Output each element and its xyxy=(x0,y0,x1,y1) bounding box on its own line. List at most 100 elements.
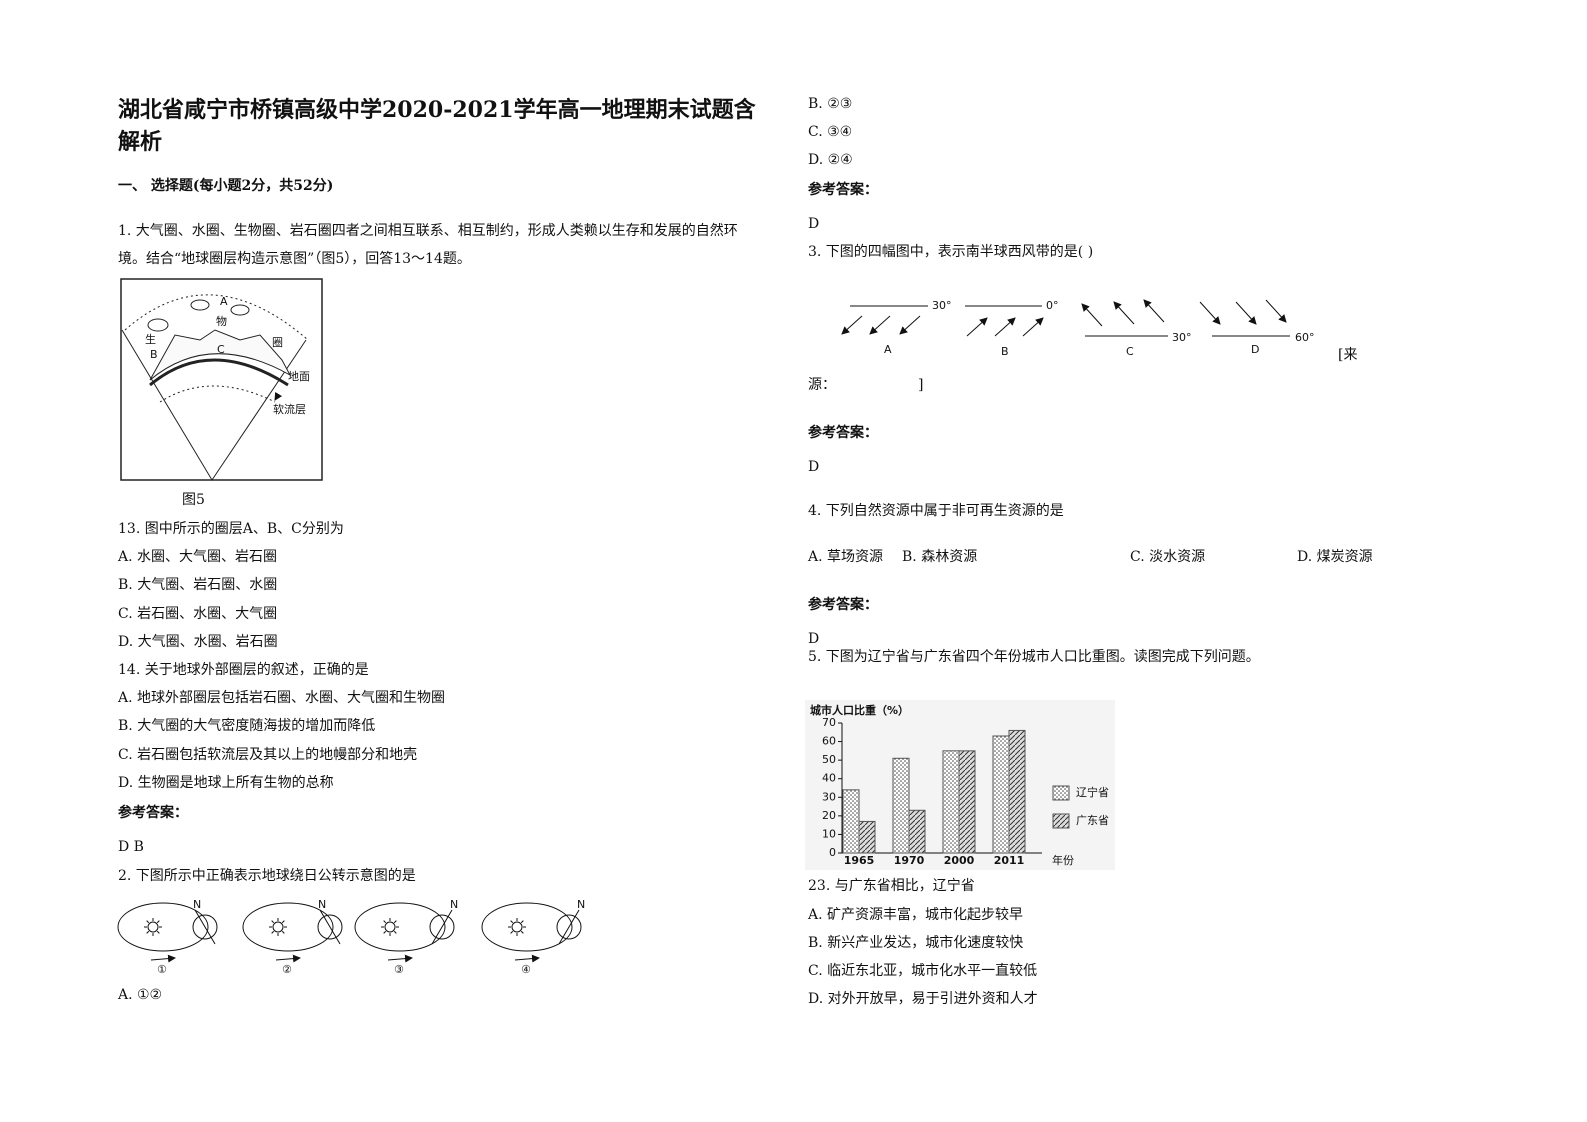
x-axis-label: 年份 xyxy=(1052,853,1074,867)
earth-axis xyxy=(319,909,341,945)
option: A. 矿产资源丰富，城市化起步较早 xyxy=(808,907,1024,923)
sun-ray xyxy=(271,930,275,934)
y-axis-label: 城市人口比重（%） xyxy=(810,703,909,717)
x-tick-label: 1965 xyxy=(844,854,875,867)
north-label: N xyxy=(577,898,585,911)
fig-label: 生 xyxy=(145,332,156,346)
orbit xyxy=(481,902,573,952)
north-label: N xyxy=(450,898,458,911)
question: 4. 下列自然资源中属于非可再生资源的是 xyxy=(808,503,1064,519)
legend-swatch xyxy=(1052,813,1070,829)
option: B. ②③ xyxy=(808,96,853,112)
sun-ray xyxy=(281,920,285,924)
question: 13. 图中所示的圈层A、B、C分别为 xyxy=(118,521,344,537)
y-tick-label: 50 xyxy=(822,753,836,766)
source-note: 源： xyxy=(808,377,836,393)
bar xyxy=(892,757,910,854)
earth-layer-figure xyxy=(120,278,323,481)
sun-ray xyxy=(146,920,150,924)
answer: D xyxy=(808,459,820,475)
option: A. ①② xyxy=(118,987,163,1003)
orbit xyxy=(117,902,209,952)
orbit-arrow xyxy=(387,954,413,963)
answer-label: 参考答案： xyxy=(808,597,878,613)
bar-chart: 城市人口比重（%） 0 10 20 30 40 50 60 70 1965 1970 2000 2011… xyxy=(805,700,1115,870)
fig-label: 软流层 xyxy=(273,402,306,416)
sun xyxy=(511,921,523,933)
option: A. 草场资源 xyxy=(808,549,884,565)
orbit-label: ① xyxy=(157,963,167,976)
wind-label: B xyxy=(1001,345,1009,358)
option: A. 地球外部圈层包括岩石圈、水圈、大气圈和生物圈 xyxy=(118,690,446,706)
question: 5. 下图为辽宁省与广东省四个年份城市人口比重图。读图完成下列问题。 xyxy=(808,649,1260,665)
sun-ray xyxy=(383,920,387,924)
question: 1. 大气圈、水圈、生物圈、岩石圈四者之间相互联系、相互制约，形成人类赖以生存和… xyxy=(118,223,738,267)
latitude-label: 30° xyxy=(1172,331,1192,344)
question: 3. 下图的四幅图中，表示南半球西风带的是( ) xyxy=(808,244,1094,260)
legend-label: 广东省 xyxy=(1076,814,1109,827)
sun-ray xyxy=(271,920,275,924)
orbit xyxy=(354,902,446,952)
y-tick-label: 30 xyxy=(822,790,836,803)
answer-label: 参考答案： xyxy=(808,425,878,441)
wind-figure xyxy=(841,299,1290,337)
sun-ray xyxy=(156,920,160,924)
orbit-label: ② xyxy=(282,963,292,976)
orbit xyxy=(242,902,334,952)
option: C. 临近东北亚，城市化水平一直较低 xyxy=(808,963,1038,979)
orbit-figure: N ① N ② N ③ N ④ xyxy=(117,898,585,976)
orbit-arrow xyxy=(514,954,540,963)
latitude-label: 60° xyxy=(1295,331,1315,344)
option: C. 淡水资源 xyxy=(1130,549,1206,565)
option: B. 森林资源 xyxy=(902,549,978,565)
sun-ray xyxy=(520,930,524,934)
sun xyxy=(272,921,284,933)
question: 2. 下图所示中正确表示地球绕日公转示意图的是 xyxy=(118,868,416,884)
x-tick-label: 2000 xyxy=(944,854,975,867)
option: A. 水圈、大气圈、岩石圈 xyxy=(118,549,278,565)
section-heading: 一、 选择题(每小题2分，共52分) xyxy=(118,178,334,194)
option: B. 大气圈的大气密度随海拔的增加而降低 xyxy=(118,718,376,734)
y-tick-label: 60 xyxy=(822,735,836,748)
fig-label: 地面 xyxy=(288,370,310,383)
x-tick-label: 2011 xyxy=(994,854,1025,867)
option: D. 大气圈、水圈、岩石圈 xyxy=(118,634,278,650)
orbit-arrow xyxy=(275,954,301,963)
option: C. ③④ xyxy=(808,124,853,140)
option: D. 对外开放早，易于引进外资和人才 xyxy=(808,991,1038,1007)
question: 23. 与广东省相比，辽宁省 xyxy=(808,878,975,894)
bar xyxy=(992,735,1010,854)
sun-ray xyxy=(393,930,397,934)
sun-ray xyxy=(281,930,285,934)
option: B. 大气圈、岩石圈、水圈 xyxy=(118,577,278,593)
bar xyxy=(908,809,926,854)
answer: D xyxy=(808,631,820,647)
sun-ray xyxy=(510,920,514,924)
bar xyxy=(942,750,960,854)
orbit-label: ③ xyxy=(394,963,404,976)
y-tick-label: 0 xyxy=(829,846,836,859)
fig-label: B xyxy=(150,348,158,361)
bar xyxy=(842,789,860,854)
earth xyxy=(192,914,218,940)
wind-label: C xyxy=(1126,345,1134,358)
fig-label: C xyxy=(217,343,225,356)
earth-axis xyxy=(431,909,453,945)
answer-label: 参考答案： xyxy=(808,182,878,198)
sun-ray xyxy=(156,930,160,934)
earth xyxy=(429,914,455,940)
bar xyxy=(958,750,976,854)
sun-ray xyxy=(510,930,514,934)
x-tick-label: 1970 xyxy=(894,854,925,867)
wind-label: D xyxy=(1251,343,1259,356)
earth xyxy=(556,914,582,940)
source-note: ] xyxy=(918,377,924,393)
fig-label: A xyxy=(220,295,228,308)
option: D. 煤炭资源 xyxy=(1297,549,1373,565)
orbit-arrow xyxy=(150,954,176,963)
y-tick-label: 20 xyxy=(822,809,836,822)
doc-title: 湖北省咸宁市桥镇高级中学2020-2021学年高一地理期末试题含解析 xyxy=(118,97,756,155)
fig-label: 物 xyxy=(216,314,227,328)
